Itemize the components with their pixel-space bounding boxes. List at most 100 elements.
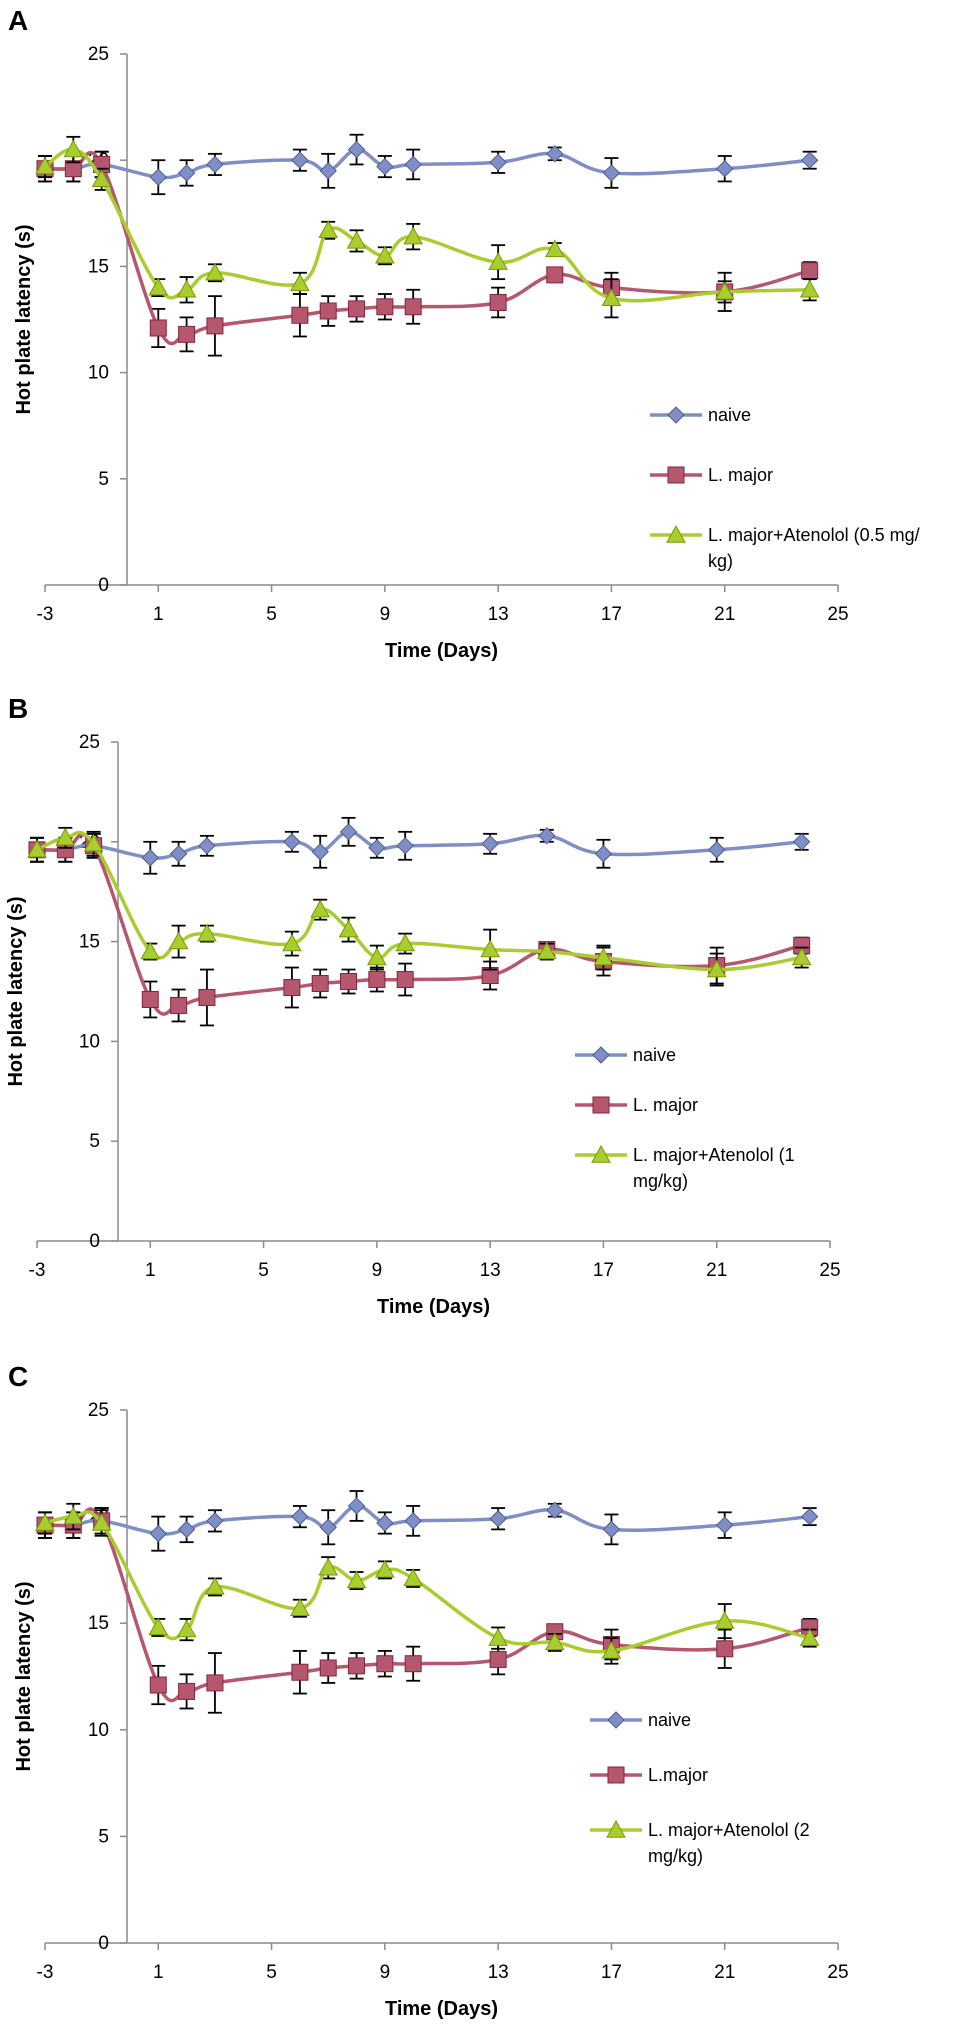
x-tick-label: 21 — [714, 604, 735, 625]
y-tick-label: 15 — [79, 932, 100, 953]
panel-label: B — [8, 693, 28, 724]
data-point-diamond — [376, 157, 394, 176]
data-point-diamond — [319, 162, 337, 180]
data-point-triangle — [799, 279, 820, 298]
x-tick-label: 9 — [372, 1260, 383, 1281]
data-point-diamond — [177, 164, 196, 182]
x-axis-title: Time (Days) — [385, 640, 498, 662]
legend-marker-triangle — [606, 1819, 626, 1838]
data-point-diamond — [169, 845, 188, 863]
legend-marker-square — [667, 466, 685, 484]
series-line-square — [44, 1507, 811, 1703]
data-point-diamond — [716, 159, 734, 178]
data-point-triangle — [714, 1611, 735, 1629]
data-point-triangle — [791, 947, 812, 966]
legend-label: L. major+Atenolol (1 — [633, 1145, 795, 1165]
data-point-diamond — [141, 849, 159, 867]
data-point-diamond — [538, 827, 556, 845]
data-point-diamond — [602, 164, 621, 182]
data-point-diamond — [198, 837, 216, 855]
y-tick-label: 10 — [79, 1031, 100, 1052]
data-point-triangle — [403, 226, 424, 245]
data-point-triangle — [318, 220, 339, 238]
legend-marker-square — [592, 1096, 610, 1114]
legend-marker-square — [607, 1766, 625, 1784]
data-point-square — [149, 1676, 167, 1694]
data-point-triangle — [63, 139, 84, 158]
data-point-triangle — [290, 273, 310, 292]
data-point-diamond — [339, 823, 358, 841]
panel-label: C — [8, 1361, 28, 1392]
data-point-square — [489, 294, 507, 312]
data-point-triangle — [338, 919, 359, 938]
y-tick-label: 10 — [88, 363, 109, 384]
data-point-square — [376, 1655, 394, 1673]
legend-label: naive — [633, 1045, 676, 1065]
data-point-diamond — [708, 841, 726, 859]
data-point-triangle — [488, 252, 508, 270]
series-line-square — [36, 832, 803, 1016]
data-point-diamond — [594, 845, 613, 863]
data-point-triangle — [714, 281, 735, 300]
x-tick-label: 21 — [714, 1962, 735, 1983]
data-point-triangle — [290, 1598, 310, 1616]
data-point-square — [404, 298, 422, 316]
legend-marker-triangle — [666, 524, 686, 543]
legend-marker-diamond — [607, 1711, 625, 1729]
data-point-triangle — [593, 947, 614, 966]
x-tick-label: 1 — [153, 1962, 164, 1983]
y-axis-title: Hot plate latency (s) — [13, 1581, 35, 1771]
x-tick-label: -3 — [29, 1260, 46, 1281]
x-tick-label: 17 — [601, 1962, 622, 1983]
data-point-diamond — [206, 1512, 224, 1530]
data-point-square — [368, 971, 386, 989]
data-point-triangle — [544, 239, 565, 258]
data-point-triangle — [799, 1628, 820, 1646]
data-point-diamond — [149, 168, 167, 186]
data-point-square — [311, 975, 329, 993]
data-point-triangle — [282, 933, 302, 952]
data-point-diamond — [291, 151, 309, 169]
data-point-triangle — [205, 262, 225, 281]
data-point-diamond — [177, 1520, 196, 1539]
data-point-diamond — [716, 1516, 734, 1534]
data-point-diamond — [283, 833, 301, 851]
data-point-triangle — [480, 939, 500, 958]
x-tick-label: 5 — [266, 604, 277, 625]
data-point-square — [404, 1655, 422, 1673]
legend-label: L. major+Atenolol (0.5 mg/ — [708, 525, 920, 545]
x-tick-label: 9 — [380, 604, 391, 625]
data-point-diamond — [800, 1507, 819, 1526]
x-tick-label: 13 — [480, 1260, 501, 1281]
data-point-triangle — [55, 827, 76, 846]
data-point-diamond — [347, 1497, 366, 1515]
legend-marker-diamond — [592, 1046, 610, 1064]
data-point-diamond — [376, 1514, 394, 1532]
data-point-triangle — [310, 899, 331, 918]
data-point-triangle — [346, 1570, 367, 1589]
data-point-diamond — [206, 155, 224, 174]
data-point-square — [291, 306, 309, 324]
data-point-triangle — [375, 245, 395, 264]
data-point-square — [170, 996, 188, 1014]
data-point-square — [206, 317, 224, 335]
data-point-triangle — [395, 933, 416, 952]
data-point-diamond — [546, 1501, 564, 1519]
data-point-triangle — [197, 923, 217, 942]
data-point-square — [149, 319, 167, 337]
data-point-square — [546, 266, 564, 284]
data-point-triangle — [544, 1632, 565, 1651]
data-point-triangle — [706, 959, 727, 978]
y-tick-label: 0 — [89, 1231, 100, 1252]
x-tick-label: 25 — [827, 604, 848, 625]
y-axis-title: Hot plate latency (s) — [5, 896, 27, 1086]
x-tick-label: 13 — [488, 1962, 509, 1983]
x-tick-label: -3 — [37, 1962, 54, 1983]
data-point-diamond — [347, 140, 366, 159]
data-point-square — [319, 1659, 337, 1677]
x-tick-label: 5 — [258, 1260, 269, 1281]
y-axis-title: Hot plate latency (s) — [13, 224, 35, 414]
x-axis-title: Time (Days) — [385, 1998, 498, 2020]
